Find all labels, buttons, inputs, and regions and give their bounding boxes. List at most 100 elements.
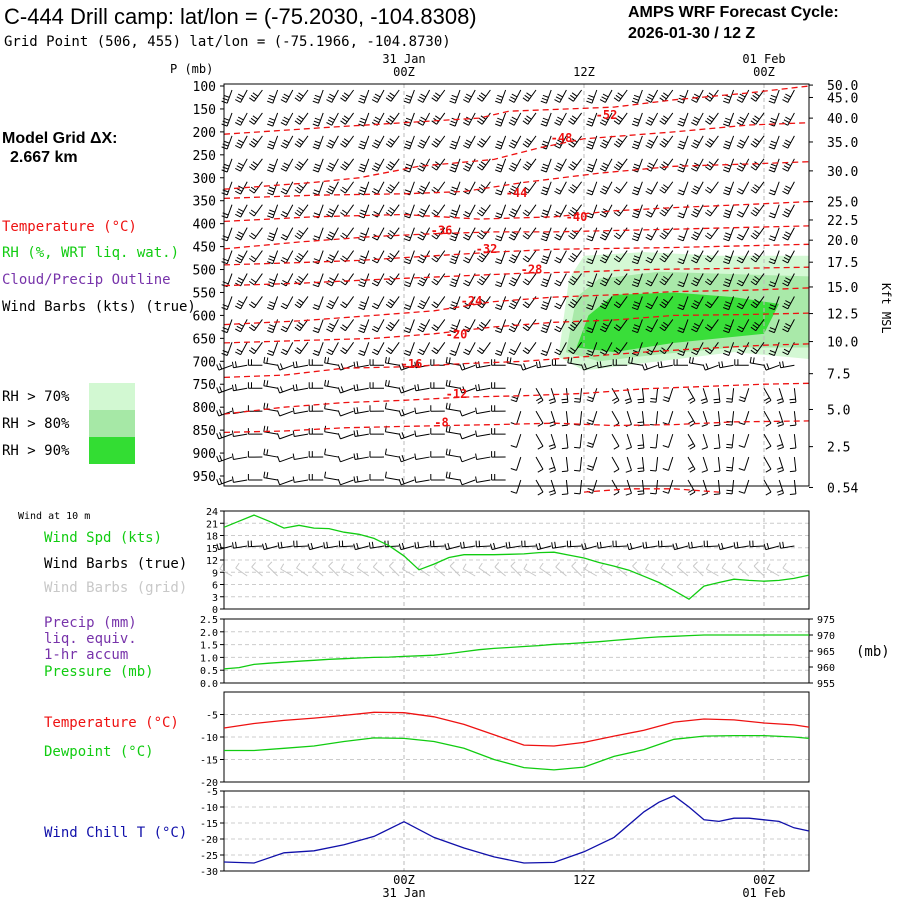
wind-barb	[599, 89, 613, 103]
wind-barb	[249, 319, 263, 332]
wind-barb	[235, 250, 248, 264]
wind-barb	[326, 135, 339, 149]
wind-barb	[568, 227, 583, 240]
wind-barb	[430, 451, 445, 458]
pressure-tick-label: 850	[193, 424, 216, 439]
wind-barb	[340, 227, 355, 240]
sfc-wind-barb-true	[718, 542, 734, 551]
wind-barb	[574, 434, 583, 449]
panel-frame	[223, 510, 810, 610]
wind-barb	[677, 250, 689, 265]
wind-barb	[463, 204, 476, 218]
wind-barb	[789, 411, 797, 427]
wind-barb	[551, 359, 567, 366]
wind-barb	[445, 448, 461, 458]
wind-barb	[596, 361, 613, 369]
wind-barb	[723, 227, 735, 242]
temperature-contour	[223, 200, 810, 223]
wind-barb	[475, 453, 491, 460]
wind-chill-panel: -30 -25 -20 -15 -10 -5	[200, 787, 810, 878]
temperature-contour	[223, 122, 810, 190]
wind-barb	[463, 181, 476, 195]
sfc-wind-barb-grid	[766, 563, 780, 577]
wind-barb	[340, 89, 355, 102]
wind-barb	[568, 319, 583, 332]
wind-barb	[510, 411, 522, 425]
wind-barb	[599, 342, 613, 356]
wind-barb	[508, 273, 522, 287]
wind-barb	[713, 411, 721, 427]
wind-barb	[280, 250, 294, 264]
wind-barb	[398, 409, 415, 417]
wind-barb	[613, 227, 628, 240]
wind-barb	[449, 250, 461, 265]
wind-barb	[568, 204, 583, 217]
y-tick-label: 0	[212, 605, 218, 616]
sfc-wind-barb-grid	[555, 562, 567, 577]
wind-barb	[277, 363, 293, 371]
wind-barb	[673, 359, 689, 366]
wind-barb	[340, 158, 355, 171]
pressure-tick-label: 300	[193, 172, 216, 187]
wind-barb	[353, 475, 369, 483]
y-tick-label: 6	[212, 581, 218, 592]
wind-barb	[599, 158, 613, 172]
wind-barb	[599, 296, 613, 310]
chart-title: C-444 Drill camp: lat/lon = (-75.2030, -…	[4, 4, 477, 29]
sfc-wind-barb-true	[232, 541, 248, 549]
sfc-wind-barb-true	[535, 542, 552, 551]
wind-barb	[369, 428, 385, 435]
wind-barb	[586, 158, 598, 173]
wind-barb	[495, 296, 507, 311]
wind-barb	[294, 135, 309, 148]
sfc-wind-barb-grid	[328, 561, 339, 577]
wind-barb	[637, 479, 645, 495]
wind-barb	[384, 379, 400, 389]
y-tick-label: 21	[206, 519, 218, 530]
wind-barb	[540, 227, 552, 242]
sfc-wind-barb-true	[626, 542, 643, 551]
wind-barb	[216, 363, 233, 371]
wind-barb	[235, 227, 248, 241]
wind-barb	[736, 204, 750, 218]
wind-barb	[599, 319, 613, 333]
wind-barb	[631, 204, 643, 219]
wind-barb	[586, 296, 598, 311]
wind-barb	[403, 158, 415, 173]
wind-barb	[750, 296, 765, 309]
wind-barb	[385, 296, 400, 309]
wind-barb	[736, 319, 750, 333]
wind-barb	[763, 456, 772, 473]
sfc-wind-barb-true	[490, 542, 506, 551]
wind-barb	[267, 89, 279, 104]
wind-barb	[280, 112, 294, 126]
sfc-wind-barb-true	[247, 540, 263, 548]
panel-background	[224, 692, 809, 782]
wind-barb	[662, 456, 674, 471]
sfc-wind-barb-true	[749, 540, 765, 548]
wind-barb	[475, 407, 491, 415]
wind-barb	[385, 227, 400, 240]
wind-barb	[568, 342, 583, 355]
wind-barb	[763, 363, 780, 371]
wind-barb	[554, 89, 567, 103]
wind-barb	[768, 296, 780, 311]
wind-barb	[231, 476, 248, 483]
wind-barb	[430, 474, 445, 481]
sfc-wind-barb-true	[688, 541, 704, 549]
wind-barb	[263, 379, 278, 389]
sfc-wind-barb-true	[444, 542, 461, 551]
wind-barb	[561, 434, 569, 450]
wind-barb	[280, 227, 294, 241]
y-tick-label: 18	[206, 532, 218, 543]
wind-barb	[337, 433, 354, 440]
wind-barb	[520, 363, 537, 371]
sfc-wind-barb-grid	[676, 562, 689, 577]
y-tick-label: 2.5	[200, 615, 218, 626]
wind-barb	[749, 356, 765, 366]
wind-barb	[235, 158, 248, 172]
wind-barb	[385, 135, 400, 148]
wind-barb	[677, 89, 689, 104]
sfc-wind-barb-grid	[584, 563, 598, 577]
wind-barb	[726, 388, 735, 403]
